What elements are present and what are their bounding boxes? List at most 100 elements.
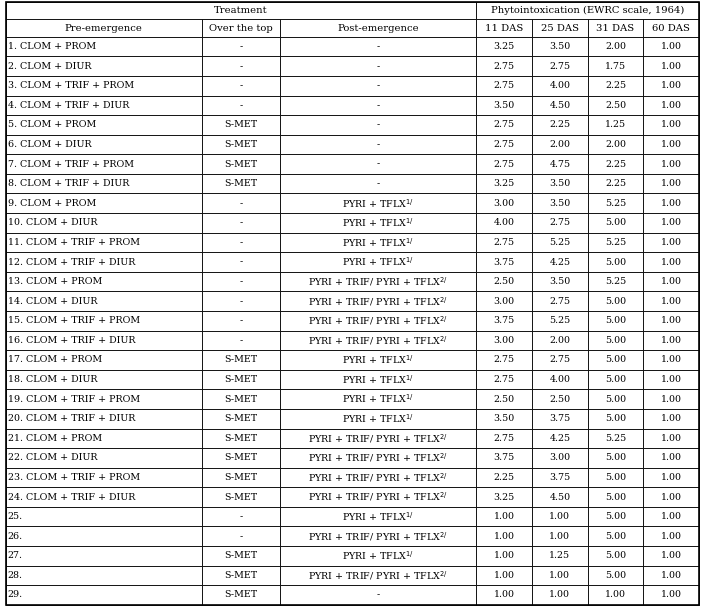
Text: S-MET: S-MET [224,434,257,443]
Text: 1.00: 1.00 [660,453,681,462]
Bar [644,115,699,135]
Text: 1.00: 1.00 [660,277,681,286]
Text: 4. CLOM + TRIF + DIUR: 4. CLOM + TRIF + DIUR [8,101,129,110]
Bar [280,233,477,252]
Bar [6,213,202,233]
Bar [532,193,587,213]
Bar [202,115,280,135]
Bar [644,174,699,193]
Bar [644,96,699,115]
Text: 4.00: 4.00 [550,81,571,90]
Text: 1.00: 1.00 [660,434,681,443]
Text: 29.: 29. [8,590,23,599]
Text: 2.50: 2.50 [550,395,571,404]
Text: PYRI + TRIF/ PYRI + TFLX$^{2/}$: PYRI + TRIF/ PYRI + TFLX$^{2/}$ [308,334,448,347]
Bar [532,311,587,331]
Text: 1.00: 1.00 [660,101,681,110]
Bar [280,546,477,565]
Bar [280,252,477,272]
Bar [644,56,699,76]
Text: 3.50: 3.50 [550,42,571,51]
Text: 1.00: 1.00 [660,238,681,247]
Text: 1.00: 1.00 [494,571,515,580]
Text: 5.00: 5.00 [605,415,626,423]
Bar [644,428,699,448]
Text: 2.00: 2.00 [550,336,571,345]
Bar [532,507,587,527]
Text: PYRI + TRIF/ PYRI + TFLX$^{2/}$: PYRI + TRIF/ PYRI + TFLX$^{2/}$ [308,530,448,542]
Text: 2.75: 2.75 [494,434,515,443]
Text: 6. CLOM + DIUR: 6. CLOM + DIUR [8,140,91,149]
Bar [587,370,644,389]
Bar [477,565,532,585]
Text: S-MET: S-MET [224,493,257,502]
Bar [6,370,202,389]
Text: 1.00: 1.00 [660,590,681,599]
Bar [6,311,202,331]
Text: PYRI + TFLX$^{1/}$: PYRI + TFLX$^{1/}$ [342,354,414,366]
Bar [6,174,202,193]
Bar [477,409,532,428]
Text: PYRI + TRIF/ PYRI + TFLX$^{2/}$: PYRI + TRIF/ PYRI + TFLX$^{2/}$ [308,275,448,288]
Text: 3.75: 3.75 [494,453,515,462]
Bar [202,350,280,370]
Text: 4.25: 4.25 [550,434,571,443]
Bar [587,527,644,546]
Bar [644,585,699,605]
Bar [6,76,202,96]
Text: S-MET: S-MET [224,356,257,364]
Bar [202,272,280,291]
Bar [587,428,644,448]
Text: 13. CLOM + PROM: 13. CLOM + PROM [8,277,102,286]
Bar [644,311,699,331]
Bar [644,155,699,174]
Text: 12. CLOM + TRIF + DIUR: 12. CLOM + TRIF + DIUR [8,258,135,267]
Bar [280,193,477,213]
Text: -: - [240,42,243,51]
Bar [587,252,644,272]
Text: 3.75: 3.75 [494,258,515,267]
Bar [6,272,202,291]
Bar [202,291,280,311]
Text: PYRI + TFLX$^{1/}$: PYRI + TFLX$^{1/}$ [342,236,414,248]
Bar [477,311,532,331]
Text: 1.00: 1.00 [660,512,681,521]
Text: 5.00: 5.00 [605,218,626,227]
Text: 1.00: 1.00 [605,590,626,599]
Bar [532,409,587,428]
Bar [6,56,202,76]
Bar [587,76,644,96]
Text: 1.00: 1.00 [660,316,681,325]
Bar [6,115,202,135]
Bar [477,233,532,252]
Text: PYRI + TFLX$^{1/}$: PYRI + TFLX$^{1/}$ [342,197,414,210]
Text: Pre-emergence: Pre-emergence [65,24,143,33]
Text: S-MET: S-MET [224,473,257,482]
Bar [202,331,280,350]
Bar [532,331,587,350]
Bar [202,507,280,527]
Text: 1.00: 1.00 [660,395,681,404]
Bar [202,19,280,37]
Text: -: - [376,121,380,130]
Bar [477,546,532,565]
Bar [532,468,587,487]
Bar [280,487,477,507]
Bar [532,37,587,56]
Text: -: - [240,238,243,247]
Text: 2.50: 2.50 [494,395,515,404]
Text: 1.00: 1.00 [660,356,681,364]
Text: 20. CLOM + TRIF + DIUR: 20. CLOM + TRIF + DIUR [8,415,135,423]
Text: 2.25: 2.25 [550,121,571,130]
Text: 3.50: 3.50 [550,277,571,286]
Bar [587,468,644,487]
Bar [280,56,477,76]
Text: 25.: 25. [8,512,23,521]
Bar [532,233,587,252]
Text: 24. CLOM + TRIF + DIUR: 24. CLOM + TRIF + DIUR [8,493,135,502]
Bar [477,448,532,468]
Text: 4.50: 4.50 [550,493,571,502]
Text: 5.00: 5.00 [605,473,626,482]
Bar [532,272,587,291]
Bar [587,19,644,37]
